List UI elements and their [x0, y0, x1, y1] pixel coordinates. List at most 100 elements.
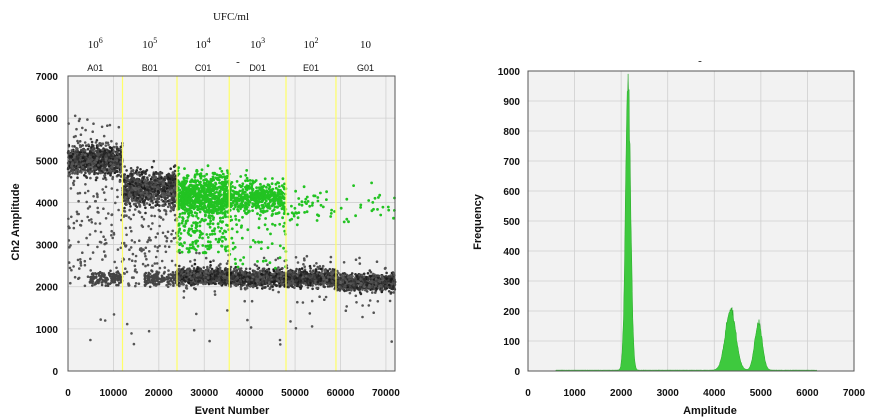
- positive-droplet-point: [221, 172, 225, 176]
- negative-droplet-point: [99, 160, 103, 163]
- positive-droplet-point: [199, 173, 203, 177]
- rain-droplet-point: [198, 251, 201, 255]
- positive-droplet-point: [212, 197, 216, 200]
- negative-droplet-point: [160, 171, 164, 175]
- negative-droplet-point: [169, 167, 172, 170]
- positive-droplet-point: [208, 180, 211, 184]
- rain-droplet-point: [68, 173, 72, 176]
- rain-droplet-point: [145, 257, 148, 261]
- rain-droplet-point: [124, 267, 127, 271]
- positive-droplet-point: [214, 237, 218, 241]
- rain-droplet-point: [158, 266, 162, 270]
- positive-droplet-point: [204, 218, 207, 222]
- positive-droplet-point: [210, 200, 214, 204]
- positive-droplet-point: [220, 175, 224, 179]
- negative-droplet-point: [131, 169, 135, 173]
- negative-droplet-point: [154, 204, 157, 207]
- well-label: A01: [87, 63, 103, 73]
- negative-droplet-point: [111, 169, 115, 173]
- positive-droplet-point: [188, 183, 192, 187]
- positive-droplet-point: [222, 181, 225, 185]
- rain-droplet-point: [127, 282, 130, 286]
- rain-droplet-point: [83, 284, 87, 288]
- negative-droplet-point: [209, 270, 212, 273]
- positive-droplet-point: [189, 204, 192, 208]
- negative-droplet-point: [166, 278, 169, 281]
- rain-droplet-point: [213, 293, 217, 296]
- negative-droplet-point: [112, 150, 115, 153]
- negative-droplet-point: [102, 158, 105, 161]
- negative-droplet-point: [90, 140, 94, 144]
- rain-droplet-point: [136, 201, 140, 204]
- negative-droplet-point: [157, 195, 160, 199]
- rain-droplet-point: [106, 141, 110, 145]
- rain-droplet-point: [137, 282, 141, 286]
- rain-droplet-point: [77, 199, 80, 203]
- positive-droplet-point: [184, 199, 188, 203]
- rain-droplet-point: [142, 217, 146, 221]
- negative-droplet-point: [78, 140, 82, 143]
- negative-droplet-point: [113, 171, 117, 174]
- rain-droplet-point: [108, 123, 112, 127]
- negative-droplet-point: [147, 195, 151, 199]
- positive-droplet-point: [218, 189, 222, 193]
- rain-droplet-point: [189, 260, 192, 263]
- rain-droplet-point: [75, 127, 78, 131]
- positive-droplet-point: [180, 184, 184, 188]
- positive-droplet-point: [201, 244, 205, 247]
- rain-droplet-point: [99, 230, 103, 234]
- rain-droplet-point: [158, 224, 161, 228]
- rain-droplet-point: [86, 189, 90, 193]
- positive-droplet-point: [182, 176, 186, 180]
- rain-droplet-point: [79, 224, 83, 227]
- left-scatter-chart: UFC/ml 106 105 104 103 102 10 - A01 B01 C01 D01 E…: [10, 11, 400, 417]
- negative-droplet-point: [119, 151, 123, 154]
- positive-droplet-point: [178, 248, 181, 252]
- negative-droplet-point: [168, 280, 171, 283]
- negative-droplet-point: [192, 267, 196, 270]
- positive-droplet-point: [192, 231, 196, 234]
- negative-droplet-point: [136, 172, 139, 176]
- positive-droplet-point: [186, 197, 189, 201]
- negative-droplet-point: [131, 180, 134, 184]
- negative-droplet-point: [90, 161, 94, 165]
- negative-droplet-point: [194, 269, 198, 273]
- negative-droplet-point: [84, 171, 87, 175]
- negative-droplet-point: [115, 148, 119, 151]
- negative-droplet-point: [110, 139, 113, 143]
- positive-droplet-point: [188, 207, 191, 211]
- left-dash-mark: -: [236, 56, 240, 68]
- rain-droplet-point: [128, 208, 131, 212]
- negative-droplet-point: [81, 144, 84, 147]
- positive-droplet-point: [183, 229, 186, 232]
- positive-droplet-point: [206, 193, 209, 197]
- rain-droplet-point: [73, 172, 77, 175]
- positive-droplet-point: [178, 227, 182, 231]
- positive-droplet-point: [196, 179, 200, 183]
- rain-droplet-point: [72, 181, 75, 185]
- rain-droplet-point: [125, 203, 128, 206]
- negative-droplet-point: [278, 284, 282, 288]
- negative-droplet-point: [125, 180, 128, 183]
- negative-droplet-point: [130, 173, 134, 176]
- rain-droplet-point: [110, 223, 113, 227]
- positive-droplet-point: [206, 164, 210, 168]
- positive-droplet-point: [183, 224, 186, 228]
- rain-droplet-point: [96, 195, 99, 199]
- rain-droplet-point: [69, 244, 72, 247]
- rain-droplet-point: [110, 187, 114, 190]
- rain-droplet-point: [212, 259, 215, 263]
- positive-droplet-point: [208, 225, 212, 229]
- positive-droplet-point: [221, 232, 225, 235]
- rain-droplet-point: [115, 142, 118, 145]
- negative-droplet-point: [229, 265, 233, 269]
- negative-droplet-point: [88, 151, 92, 154]
- negative-droplet-point: [108, 159, 111, 162]
- negative-droplet-point: [145, 202, 149, 205]
- negative-droplet-point: [153, 185, 157, 189]
- negative-droplet-point: [142, 201, 146, 204]
- negative-droplet-point: [199, 274, 203, 278]
- negative-droplet-point: [76, 141, 80, 145]
- positive-droplet-point: [223, 214, 227, 218]
- positive-droplet-point: [215, 195, 219, 198]
